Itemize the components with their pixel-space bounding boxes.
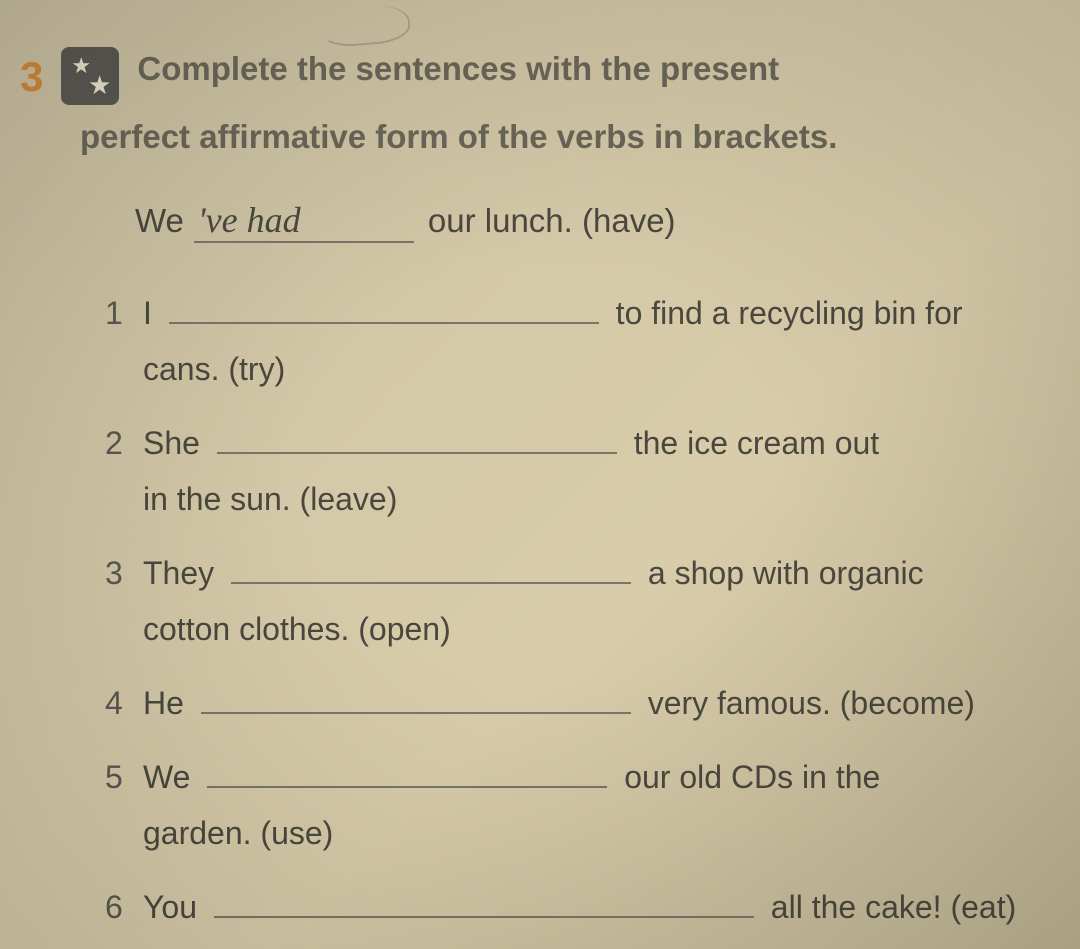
question-item: 2 She the ice cream out in the sun. (lea… — [105, 415, 1030, 527]
question-number: 4 — [105, 685, 143, 722]
question-item: 3 They a shop with organic cotton clothe… — [105, 545, 1030, 657]
answer-blank[interactable] — [207, 762, 607, 788]
question-prefix: You — [143, 889, 197, 925]
question-suffix-1: our old CDs in the — [624, 759, 880, 795]
example-suffix: our lunch. (have) — [428, 202, 676, 240]
question-content: You all the cake! (eat) — [143, 879, 1030, 935]
question-suffix-2: in the sun. (leave) — [143, 481, 397, 517]
answer-blank[interactable] — [214, 892, 754, 918]
question-content: He very famous. (become) — [143, 675, 1030, 731]
question-suffix-1: very famous. (become) — [648, 685, 975, 721]
question-prefix: I — [143, 295, 152, 331]
question-number: 1 — [105, 295, 143, 332]
question-content: She the ice cream out in the sun. (leave… — [143, 415, 1030, 527]
example-prefix: We — [135, 202, 184, 240]
question-prefix: She — [143, 425, 200, 461]
question-suffix-2: cans. (try) — [143, 351, 285, 387]
question-list: 1 I to find a recycling bin for cans. (t… — [105, 285, 1030, 935]
answer-blank[interactable] — [201, 688, 631, 714]
instruction-line-1: Complete the sentences with the present — [137, 45, 1030, 93]
question-content: We our old CDs in the garden. (use) — [143, 749, 1030, 861]
instruction-wrap: Complete the sentences with the present — [137, 45, 1030, 93]
answer-blank[interactable] — [231, 558, 631, 584]
question-number: 5 — [105, 759, 143, 796]
example-sentence: We 've had our lunch. (have) — [135, 199, 1030, 243]
star-icon: ★ — [88, 70, 111, 101]
question-item: 1 I to find a recycling bin for cans. (t… — [105, 285, 1030, 397]
example-answer: 've had — [194, 199, 414, 243]
question-content: I to find a recycling bin for cans. (try… — [143, 285, 1030, 397]
question-number: 6 — [105, 889, 143, 926]
question-prefix: They — [143, 555, 214, 591]
difficulty-badge: ★ ★ — [61, 47, 119, 105]
page-scribble — [318, 1, 411, 49]
exercise-header: 3 ★ ★ Complete the sentences with the pr… — [20, 45, 1030, 105]
question-number: 2 — [105, 425, 143, 462]
question-suffix-1: the ice cream out — [634, 425, 879, 461]
question-suffix-2: garden. (use) — [143, 815, 333, 851]
instruction-line-2: perfect affirmative form of the verbs in… — [80, 113, 1030, 161]
question-prefix: He — [143, 685, 184, 721]
exercise-number: 3 — [20, 53, 43, 101]
question-suffix-2: cotton clothes. (open) — [143, 611, 451, 647]
answer-blank[interactable] — [217, 428, 617, 454]
question-item: 4 He very famous. (become) — [105, 675, 1030, 731]
question-number: 3 — [105, 555, 143, 592]
question-suffix-1: to find a recycling bin for — [616, 295, 963, 331]
answer-blank[interactable] — [169, 298, 599, 324]
question-item: 5 We our old CDs in the garden. (use) — [105, 749, 1030, 861]
question-suffix-1: all the cake! (eat) — [771, 889, 1016, 925]
question-item: 6 You all the cake! (eat) — [105, 879, 1030, 935]
question-content: They a shop with organic cotton clothes.… — [143, 545, 1030, 657]
question-suffix-1: a shop with organic — [648, 555, 924, 591]
question-prefix: We — [143, 759, 190, 795]
